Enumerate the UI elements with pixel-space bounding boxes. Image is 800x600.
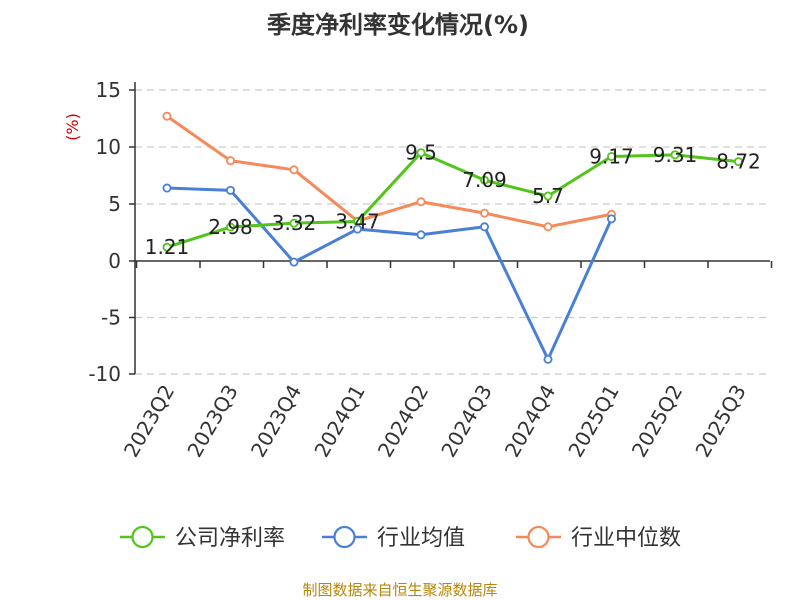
x-tick-label: 2023Q2	[119, 381, 179, 462]
data-label: 9.17	[589, 144, 634, 168]
y-tick-label: 15	[96, 78, 121, 102]
data-label: 9.5	[405, 141, 437, 165]
data-label: 1.21	[145, 235, 190, 259]
y-tick-label: -5	[101, 306, 121, 330]
y-tick-label: 10	[96, 135, 121, 159]
legend-label: 公司净利率	[175, 526, 285, 551]
y-axis-label: (%)	[63, 113, 82, 141]
axes	[129, 82, 773, 375]
y-tick-label: 5	[108, 192, 121, 216]
data-point	[416, 197, 426, 207]
data-label: 8.72	[716, 150, 761, 174]
y-tick-label: 0	[108, 249, 121, 273]
series-line	[166, 114, 612, 229]
series-line	[166, 151, 739, 249]
data-point	[162, 242, 172, 252]
data-point	[479, 175, 489, 185]
chart-title: 季度净利率变化情况(%)	[267, 11, 529, 39]
legend-marker	[527, 525, 550, 549]
data-point	[289, 218, 299, 228]
legend-label: 行业中位数	[571, 526, 681, 551]
data-point	[670, 150, 680, 160]
data-point	[352, 216, 362, 226]
x-tick-label: 2024Q1	[309, 381, 369, 462]
data-point	[607, 151, 617, 161]
data-label: 9.31	[653, 143, 698, 167]
x-tick-labels: 2023Q2 2023Q3 2023Q4 2024Q1 2024Q2 2024Q3 2024…	[119, 381, 751, 462]
x-tick-label: 2024Q4	[500, 381, 560, 462]
data-point	[225, 156, 235, 166]
grid-lines	[135, 89, 768, 375]
data-label: 3.47	[335, 209, 380, 233]
data-point	[543, 191, 553, 201]
data-point	[479, 222, 489, 232]
legend-label: 行业均值	[377, 526, 465, 551]
data-point	[479, 208, 489, 218]
data-point	[162, 183, 172, 193]
data-point	[289, 257, 299, 267]
data-point	[543, 222, 553, 232]
data-point	[225, 185, 235, 195]
legend-marker	[131, 525, 154, 549]
legend: 公司净利率 行业均值 行业中位数	[120, 525, 681, 551]
y-tick-label: -10	[88, 362, 121, 386]
data-point	[543, 354, 553, 364]
data-label: 3.32	[272, 211, 317, 235]
x-tick-label: 2023Q4	[246, 381, 306, 462]
data-labels: 1.21 2.98 3.32 3.47 9.5 7.09 5.7 9.17 9.31 8.72	[145, 141, 761, 260]
x-tick-label: 2023Q3	[182, 381, 242, 462]
data-point	[416, 148, 426, 158]
series-line	[166, 186, 613, 361]
data-point	[734, 157, 744, 167]
x-tick-label: 2025Q2	[627, 381, 687, 462]
data-point	[607, 214, 617, 224]
x-tick-label: 2025Q3	[690, 381, 750, 462]
series-lines	[162, 111, 744, 364]
data-point	[225, 222, 235, 232]
x-tick-label: 2025Q1	[563, 381, 623, 462]
x-tick-label: 2024Q3	[436, 381, 496, 462]
data-point	[162, 111, 172, 121]
data-point	[289, 165, 299, 175]
legend-marker	[333, 525, 356, 549]
source-note: 制图数据来自恒生聚源数据库	[302, 581, 497, 599]
data-point	[416, 230, 426, 240]
data-label: 7.09	[462, 168, 507, 192]
x-tick-label: 2024Q2	[373, 381, 433, 462]
data-label: 2.98	[208, 215, 253, 239]
y-tick-labels: 15 10 5 0 -5 -10	[88, 78, 121, 386]
data-label: 5.7	[532, 184, 564, 208]
